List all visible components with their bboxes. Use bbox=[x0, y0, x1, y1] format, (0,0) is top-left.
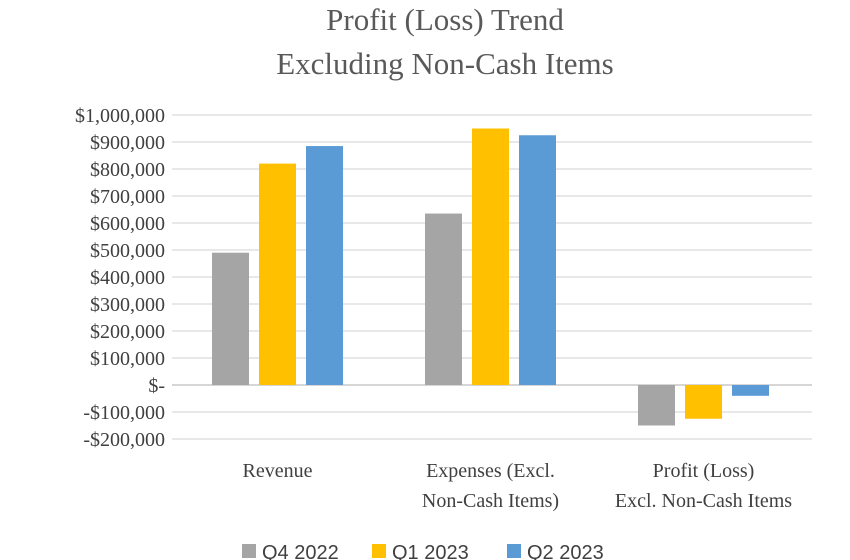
chart-title-line: Profit (Loss) Trend bbox=[326, 2, 564, 37]
legend-label: Q1 2023 bbox=[392, 542, 469, 560]
bar-q2-2023-cat0 bbox=[306, 146, 343, 385]
y-tick-label: $400,000 bbox=[90, 267, 165, 289]
y-tick-label: $800,000 bbox=[90, 159, 165, 181]
bar-q4-2022-cat0 bbox=[212, 252, 249, 385]
bar-q1-2023-cat1 bbox=[472, 128, 509, 385]
legend-swatch bbox=[372, 544, 386, 558]
chart-title-line: Excluding Non-Cash Items bbox=[276, 46, 614, 81]
chart-title: Profit (Loss) Trend Excluding Non-Cash It… bbox=[276, 2, 614, 81]
y-tick-label: $700,000 bbox=[90, 186, 165, 208]
bar-q4-2022-cat2 bbox=[638, 385, 675, 426]
legend-label: Q4 2022 bbox=[262, 542, 339, 560]
y-tick-label: $1,000,000 bbox=[75, 105, 165, 127]
y-tick-label: $300,000 bbox=[90, 294, 165, 316]
bar-q4-2022-cat1 bbox=[425, 213, 462, 385]
x-axis-category-labels: Revenue Expenses (Excl. Non-Cash Items) Pro… bbox=[243, 460, 793, 512]
bar-q2-2023-cat2 bbox=[732, 385, 769, 396]
legend-swatch bbox=[507, 544, 521, 558]
y-axis-tick-labels: $1,000,000 $900,000 $800,000 $700,000 $600,0… bbox=[75, 105, 165, 451]
x-category-label: Revenue bbox=[243, 460, 313, 482]
y-tick-label: $900,000 bbox=[90, 132, 165, 154]
y-tick-label: $- bbox=[148, 375, 165, 397]
x-category-label: Expenses (Excl. bbox=[426, 460, 555, 482]
bar-q2-2023-cat1 bbox=[519, 135, 556, 385]
bar-q1-2023-cat0 bbox=[259, 163, 296, 385]
y-tick-label: $200,000 bbox=[90, 321, 165, 343]
bars bbox=[212, 128, 769, 426]
y-tick-label: $600,000 bbox=[90, 213, 165, 235]
legend-label: Q2 2023 bbox=[527, 542, 604, 560]
y-tick-label: -$200,000 bbox=[83, 429, 165, 451]
x-category-label: Non-Cash Items) bbox=[422, 490, 559, 512]
legend: Q4 2022 Q1 2023 Q2 2023 bbox=[242, 542, 604, 560]
bar-q1-2023-cat2 bbox=[685, 385, 722, 419]
legend-swatch bbox=[242, 544, 256, 558]
y-tick-label: $100,000 bbox=[90, 348, 165, 370]
y-tick-label: -$100,000 bbox=[83, 402, 165, 424]
x-category-label: Profit (Loss) bbox=[653, 460, 755, 482]
y-tick-label: $500,000 bbox=[90, 240, 165, 262]
x-category-label: Excl. Non-Cash Items bbox=[615, 490, 792, 512]
